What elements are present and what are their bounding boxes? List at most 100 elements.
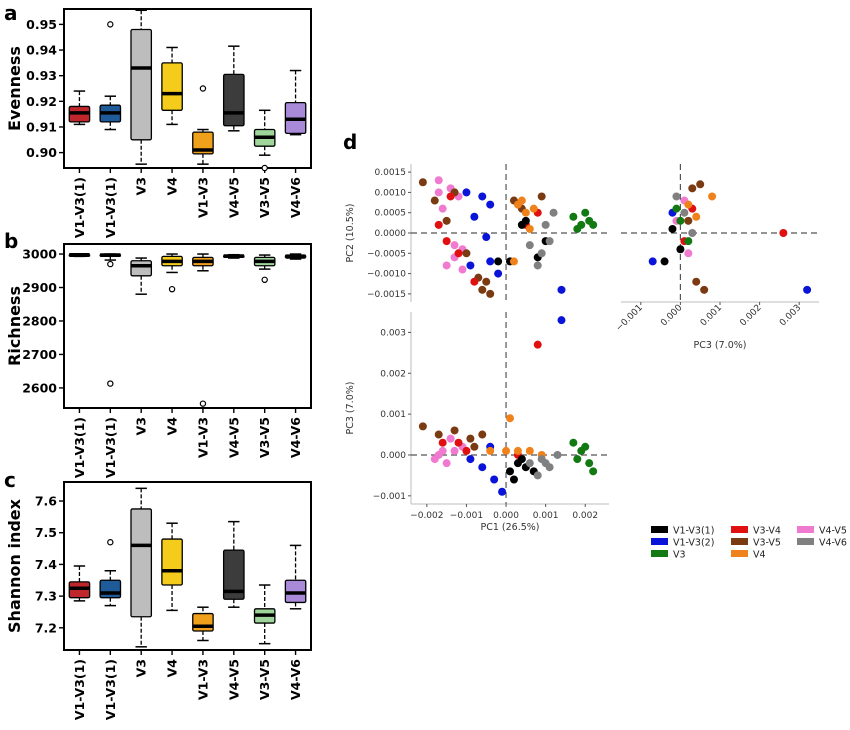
box-2: [130, 257, 153, 295]
legend-swatch: [797, 526, 814, 533]
x-tick-label: V4-V6: [288, 177, 303, 218]
scatter-point: [668, 224, 677, 233]
scatter-point: [537, 192, 546, 201]
y-tick-label: 0.002: [380, 369, 406, 379]
richness-boxplot: 2600 2700 2800 2900 3000 Richness V1-V3(1) V1-V…: [5, 243, 312, 478]
scatter-point: [680, 208, 689, 217]
x-axis-label: PC1 (26.5%): [480, 522, 539, 533]
scatter-point: [506, 414, 514, 423]
pca-scatter-panels: −0.0015 −0.0010 −0.0005 0.0000 0.0005 0.0010 0…: [345, 164, 819, 533]
outlier-point: [107, 380, 114, 387]
scatter-point: [521, 216, 530, 225]
scatter-point: [589, 467, 598, 476]
box-5: [222, 520, 245, 608]
scatter-point: [442, 237, 451, 246]
scatter-point: [470, 277, 479, 286]
scatter-point: [442, 459, 451, 468]
panel-letter-c: c: [4, 468, 16, 492]
box-7: [284, 69, 307, 136]
box-3: [161, 46, 183, 126]
y-axis-label: Richness: [5, 286, 24, 366]
scatter-point: [418, 422, 427, 431]
x-tick-label: V3: [134, 177, 149, 195]
scatter-point: [509, 475, 518, 484]
scatter-point: [557, 316, 566, 325]
scatter-point: [438, 446, 447, 455]
x-tick-label: V1-V3: [195, 177, 210, 218]
scatter-point: [454, 438, 463, 447]
outlier-point: [107, 539, 114, 546]
scatter-point: [648, 257, 657, 266]
legend-label: V1-V3(2): [673, 538, 714, 549]
x-tick-label: 0.001: [699, 303, 724, 328]
scatter-point: [462, 249, 471, 258]
legend-swatch: [651, 550, 668, 557]
scatter-point: [688, 184, 697, 193]
scatter-point: [442, 216, 451, 225]
scatter-point: [434, 188, 443, 197]
x-tick-label: 0.002: [738, 303, 763, 328]
scatter-point: [517, 455, 526, 464]
scatter-point: [478, 192, 487, 201]
x-tick-label: V4-V6: [288, 659, 303, 700]
y-tick-label: 2800: [22, 313, 57, 328]
outlier-point: [107, 21, 114, 28]
outlier-point: [261, 164, 268, 172]
scatter-point: [700, 285, 709, 294]
scatter-point: [434, 430, 443, 439]
scatter-point: [430, 455, 439, 464]
scatter-point: [533, 471, 542, 480]
scatter-point: [660, 257, 669, 266]
scatter-point: [525, 241, 534, 250]
x-tick-label: 0.000: [659, 303, 684, 328]
box-iqr: [130, 28, 153, 141]
y-tick-label: 7.5: [35, 525, 57, 540]
scatter-point: [696, 180, 705, 189]
plot-frame: [63, 481, 312, 651]
panel-letter-b: b: [4, 229, 18, 253]
scatter-point: [573, 224, 582, 233]
outlier-point: [261, 276, 268, 284]
y-tick-label: −0.0005: [367, 249, 406, 259]
scatter-point: [553, 450, 562, 459]
scatter-point: [434, 220, 443, 229]
scatter-point: [494, 257, 503, 266]
y-tick-label: 7.6: [35, 494, 57, 509]
box-1: [99, 539, 122, 607]
y-tick-label: 3000: [22, 247, 57, 262]
scatter-point: [466, 434, 475, 443]
scatter-point: [486, 200, 495, 209]
scatter-point: [533, 340, 542, 349]
y-tick-label: 0.001: [380, 410, 406, 420]
scatter-point: [676, 216, 685, 225]
scatter-point: [684, 249, 693, 258]
scatter-point: [478, 285, 487, 294]
scatter-point: [521, 208, 530, 217]
x-tick-label: V4: [165, 659, 180, 678]
x-tick-label: −0.002: [410, 511, 443, 521]
scatter-point: [672, 204, 681, 213]
scatter-point: [478, 430, 487, 439]
scatter-point: [692, 277, 701, 286]
scatter-point: [525, 224, 534, 233]
y-tick-label: −0.0015: [367, 290, 406, 300]
scatter-point: [573, 455, 582, 464]
legend-entry: V3-V5: [731, 538, 781, 549]
legend-label: V3-V5: [753, 538, 781, 549]
x-tick-label: −0.001: [614, 303, 645, 334]
panel-letter-d: d: [343, 130, 357, 154]
x-tick-label: V4: [165, 417, 180, 436]
scatter-d-pc1-pc3: −0.001 0.000 0.001 0.002 0.003 PC3 (7.0%) −0.0…: [345, 312, 609, 533]
y-axis-label: Shannon index: [5, 498, 24, 633]
scatter-point: [569, 212, 578, 221]
scatter-d-pc3-pc2: −0.001 0.000 0.001 0.002 0.003 PC3 (7.0%): [614, 164, 819, 351]
scatter-point: [498, 487, 507, 496]
scatter-point: [486, 289, 495, 298]
box-iqr: [161, 62, 183, 111]
scatter-point: [450, 426, 459, 435]
scatter-point: [430, 196, 439, 205]
legend-label: V3-V4: [753, 526, 781, 537]
x-tick-label: −0.001: [450, 511, 483, 521]
legend-swatch: [731, 538, 748, 545]
scatter-point: [803, 285, 812, 294]
